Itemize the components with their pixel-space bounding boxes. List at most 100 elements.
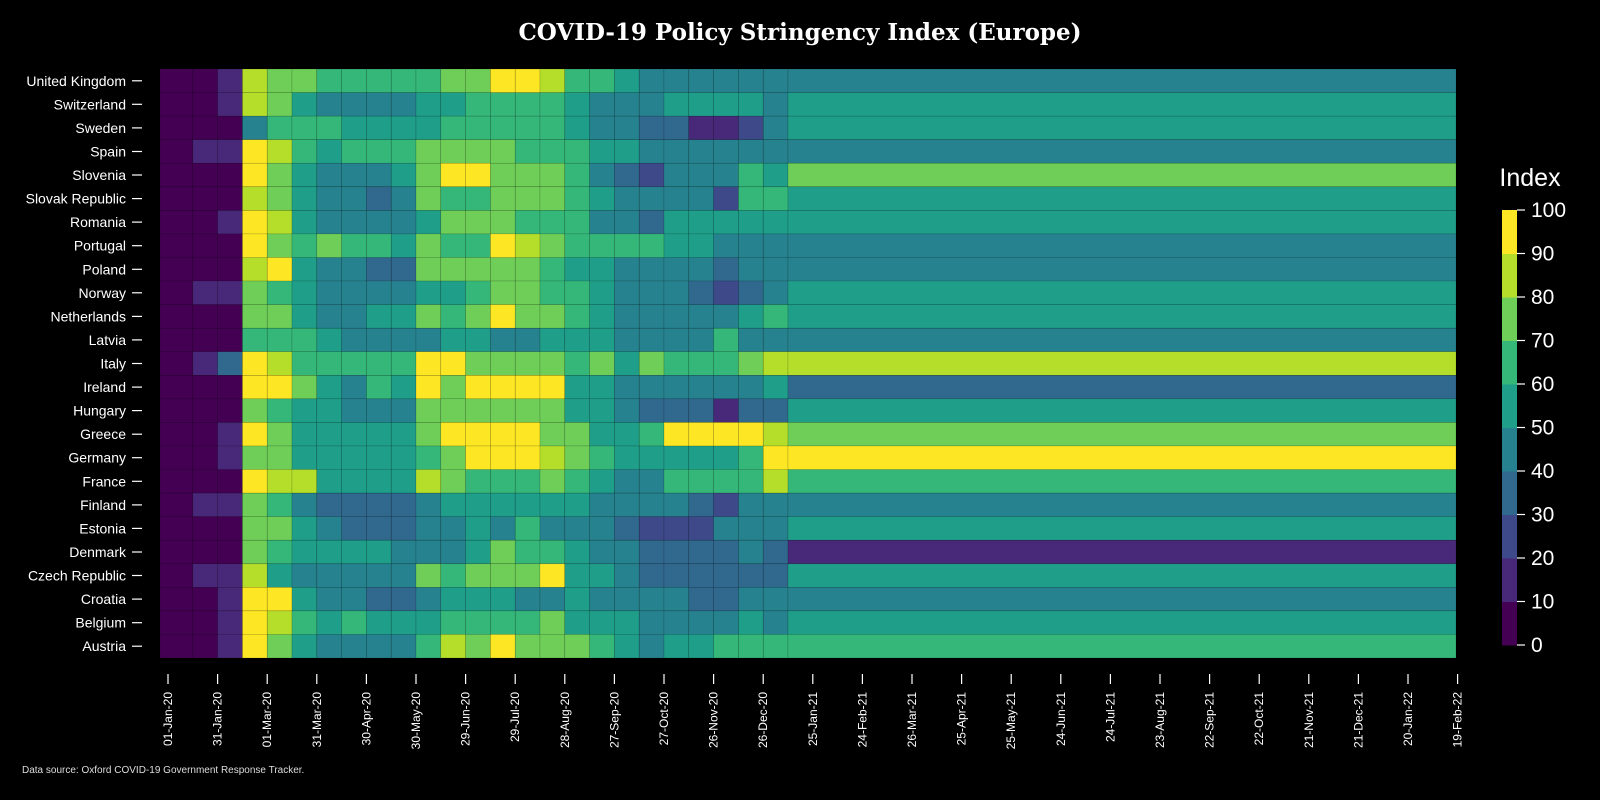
heatmap-cell [440, 539, 466, 565]
heatmap-cell [564, 634, 590, 659]
heatmap-cell [738, 280, 764, 305]
heatmap-cell [217, 162, 243, 188]
heatmap-cell [738, 68, 764, 93]
heatmap-cell [514, 92, 541, 117]
heatmap-cell [366, 233, 392, 258]
heatmap-cell [490, 563, 516, 588]
heatmap-cell [465, 469, 491, 494]
heatmap-cell [242, 304, 268, 329]
heatmap-cell [589, 186, 615, 211]
heatmap-cell [316, 634, 342, 659]
heatmap-cell [514, 610, 541, 635]
heatmap-cell [242, 233, 268, 258]
heatmap-cell [192, 233, 218, 258]
heatmap-cell [465, 374, 491, 400]
colorbar-segment [1502, 253, 1517, 298]
heatmap-cell [614, 210, 640, 235]
heatmap-cell [663, 210, 690, 235]
heatmap-cell [787, 422, 1457, 447]
heatmap-cell [564, 610, 590, 635]
heatmap-cell [217, 610, 243, 635]
heatmap-cell [465, 634, 491, 659]
heatmap-cell [738, 398, 764, 423]
heatmap-cell [316, 162, 342, 188]
heatmap-cell [242, 374, 268, 400]
x-tick-label: 20-Jan-22 [1401, 692, 1415, 746]
heatmap-cell [192, 210, 218, 235]
heatmap-cell [638, 327, 665, 353]
heatmap-cell [440, 469, 466, 494]
heatmap-cell [514, 304, 541, 329]
heatmap-cell [217, 398, 243, 423]
heatmap-cell [688, 610, 714, 635]
heatmap-cell [440, 280, 466, 305]
colorbar-tick-label: 70 [1531, 330, 1554, 353]
heatmap-cell [589, 304, 615, 329]
heatmap-cell [390, 422, 417, 447]
heatmap-cell [638, 398, 665, 423]
heatmap-cell [638, 304, 665, 329]
heatmap-cell [738, 634, 764, 659]
heatmap-cell [390, 398, 417, 423]
heatmap-cell [688, 516, 714, 541]
heatmap-cell [539, 162, 566, 188]
heatmap-cell [663, 68, 690, 93]
heatmap-cell [663, 92, 690, 117]
heatmap-cell [490, 634, 516, 659]
heatmap-cell [762, 610, 789, 635]
heatmap-cell [465, 280, 491, 305]
heatmap-cell [390, 539, 417, 565]
heatmap-cell [787, 327, 1457, 353]
heatmap-cell [440, 210, 466, 235]
heatmap-cell [440, 139, 466, 164]
heatmap-cell [217, 210, 243, 235]
heatmap-cell [490, 516, 516, 541]
heatmap-cell [192, 115, 218, 140]
heatmap-cell [564, 422, 590, 447]
heatmap-cell [366, 563, 392, 588]
heatmap-cell [291, 162, 318, 188]
heatmap-cell [688, 210, 714, 235]
heatmap-cell [614, 162, 640, 188]
heatmap-cell [539, 469, 566, 494]
heatmap-cell [762, 139, 789, 164]
heatmap-cell [440, 92, 466, 117]
heatmap-cell [762, 374, 789, 400]
heatmap-cell [738, 233, 764, 258]
heatmap-cell [341, 92, 367, 117]
x-tick-label: 19-Feb-22 [1451, 692, 1465, 748]
heatmap-cell [564, 68, 590, 93]
heatmap-cell [589, 563, 615, 588]
heatmap-cell [614, 257, 640, 282]
heatmap-cell [242, 398, 268, 423]
heatmap-cell [713, 422, 739, 447]
heatmap-cell [341, 563, 367, 588]
heatmap-cell [514, 327, 541, 353]
colorbar-tick-label: 60 [1531, 373, 1554, 396]
heatmap-cell [688, 115, 714, 140]
heatmap-cell [440, 233, 466, 258]
y-tick-label: Germany [68, 450, 126, 466]
colorbar: 0 10 20 30 40 50 60 70 80 90 100 [1502, 199, 1566, 657]
heatmap-cell [564, 539, 590, 565]
heatmap-cell [713, 539, 739, 565]
y-tick-label: Switzerland [54, 96, 126, 112]
y-tick-label: Austria [82, 638, 126, 654]
heatmap-cell [192, 257, 218, 282]
y-tick-label: France [82, 473, 126, 489]
heatmap-cell [713, 516, 739, 541]
heatmap-cells [159, 68, 1457, 659]
heatmap-cell [539, 492, 566, 518]
heatmap-cell [390, 516, 417, 541]
heatmap-cell [490, 139, 516, 164]
heatmap-cell [415, 351, 442, 376]
heatmap-cell [638, 516, 665, 541]
heatmap-cell [465, 351, 491, 376]
heatmap-cell [564, 139, 590, 164]
heatmap-cell [366, 139, 392, 164]
heatmap-cell [192, 139, 218, 164]
heatmap-cell [465, 422, 491, 447]
heatmap-cell [440, 516, 466, 541]
heatmap-cell [341, 610, 367, 635]
